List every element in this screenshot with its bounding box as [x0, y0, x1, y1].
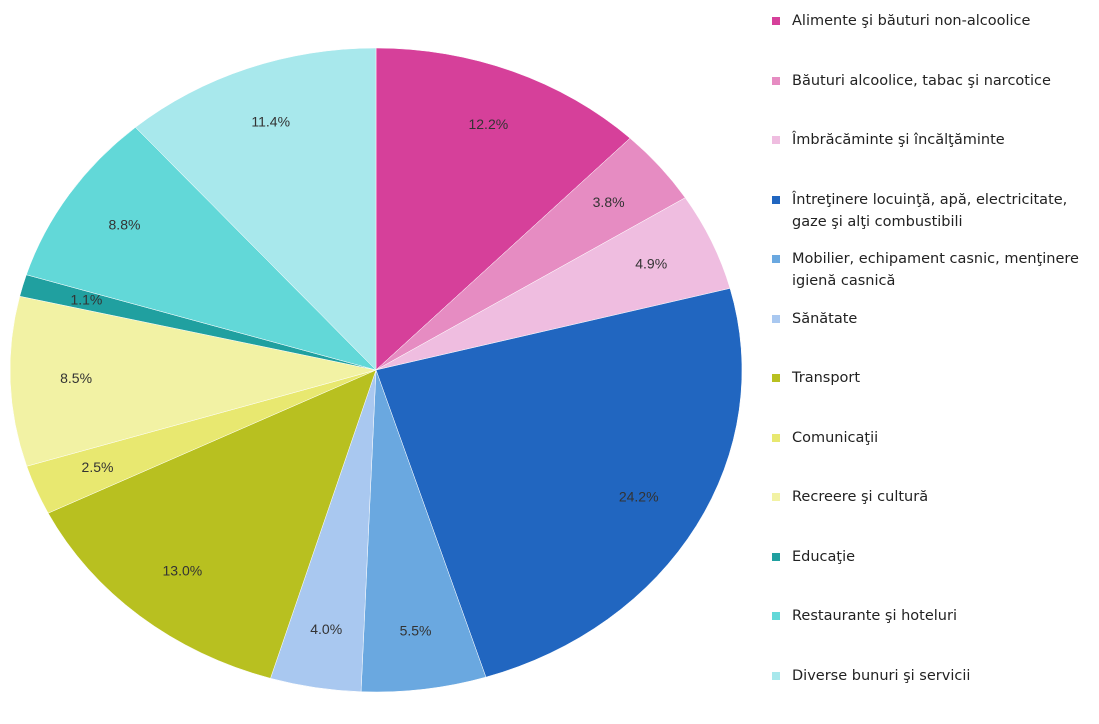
legend-swatch [772, 553, 780, 561]
legend-item: Îmbrăcăminte şi încălţăminte [772, 129, 1092, 189]
legend-label: Transport [792, 367, 860, 389]
legend-item: Educaţie [772, 546, 1092, 606]
legend-swatch [772, 493, 780, 501]
legend-label: Îmbrăcăminte şi încălţăminte [792, 129, 1005, 151]
data-label: 1.1% [70, 291, 102, 307]
legend-swatch [772, 255, 780, 263]
legend-swatch [772, 434, 780, 442]
data-label: 4.0% [310, 621, 342, 637]
legend-item: Transport [772, 367, 1092, 427]
legend-label: Băuturi alcoolice, tabac şi narcotice [792, 70, 1051, 92]
legend-item: Recreere şi cultură [772, 486, 1092, 546]
legend-label: Alimente şi băuturi non-alcoolice [792, 10, 1030, 32]
legend: Alimente şi băuturi non-alcoolice Băuturi… [772, 10, 1092, 724]
legend-swatch [772, 17, 780, 25]
legend-swatch [772, 196, 780, 204]
legend-label: Restaurante şi hoteluri [792, 605, 957, 627]
chart: 12.2% 3.8% 4.9% 24.2% 5.5% 4.0% 13.0% 2.5% 8.5% 1… [0, 0, 750, 693]
legend-item: Mobilier, echipament casnic, menţinere i… [772, 248, 1092, 308]
legend-swatch [772, 136, 780, 144]
data-label: 11.4% [251, 113, 290, 129]
legend-item: Sănătate [772, 308, 1092, 368]
legend-swatch [772, 374, 780, 382]
legend-label: Întreţinere locuinţă, apă, electricitate… [792, 189, 1092, 233]
legend-label: Mobilier, echipament casnic, menţinere i… [792, 248, 1092, 292]
legend-swatch [772, 315, 780, 323]
legend-swatch [772, 612, 780, 620]
page: 12.2% 3.8% 4.9% 24.2% 5.5% 4.0% 13.0% 2.5% 8.5% 1… [0, 0, 1099, 693]
data-label: 5.5% [400, 622, 432, 638]
legend-swatch [772, 77, 780, 85]
data-label: 3.8% [593, 194, 625, 210]
legend-label: Sănătate [792, 308, 857, 330]
data-label: 2.5% [82, 459, 114, 475]
legend-label: Recreere şi cultură [792, 486, 928, 508]
data-label: 8.8% [109, 217, 141, 233]
legend-label: Diverse bunuri şi servicii [792, 665, 970, 687]
legend-item: Diverse bunuri şi servicii [772, 665, 1092, 724]
legend-item: Restaurante şi hoteluri [772, 605, 1092, 665]
legend-label: Educaţie [792, 546, 855, 568]
legend-item: Alimente şi băuturi non-alcoolice [772, 10, 1092, 70]
data-label: 8.5% [60, 370, 92, 386]
data-label: 13.0% [163, 562, 203, 578]
data-label: 24.2% [619, 488, 659, 504]
legend-item: Întreţinere locuinţă, apă, electricitate… [772, 189, 1092, 249]
legend-swatch [772, 672, 780, 680]
data-label: 12.2% [468, 116, 508, 132]
legend-item: Comunicaţii [772, 427, 1092, 487]
legend-item: Băuturi alcoolice, tabac şi narcotice [772, 70, 1092, 130]
data-label: 4.9% [635, 255, 667, 271]
legend-label: Comunicaţii [792, 427, 878, 449]
